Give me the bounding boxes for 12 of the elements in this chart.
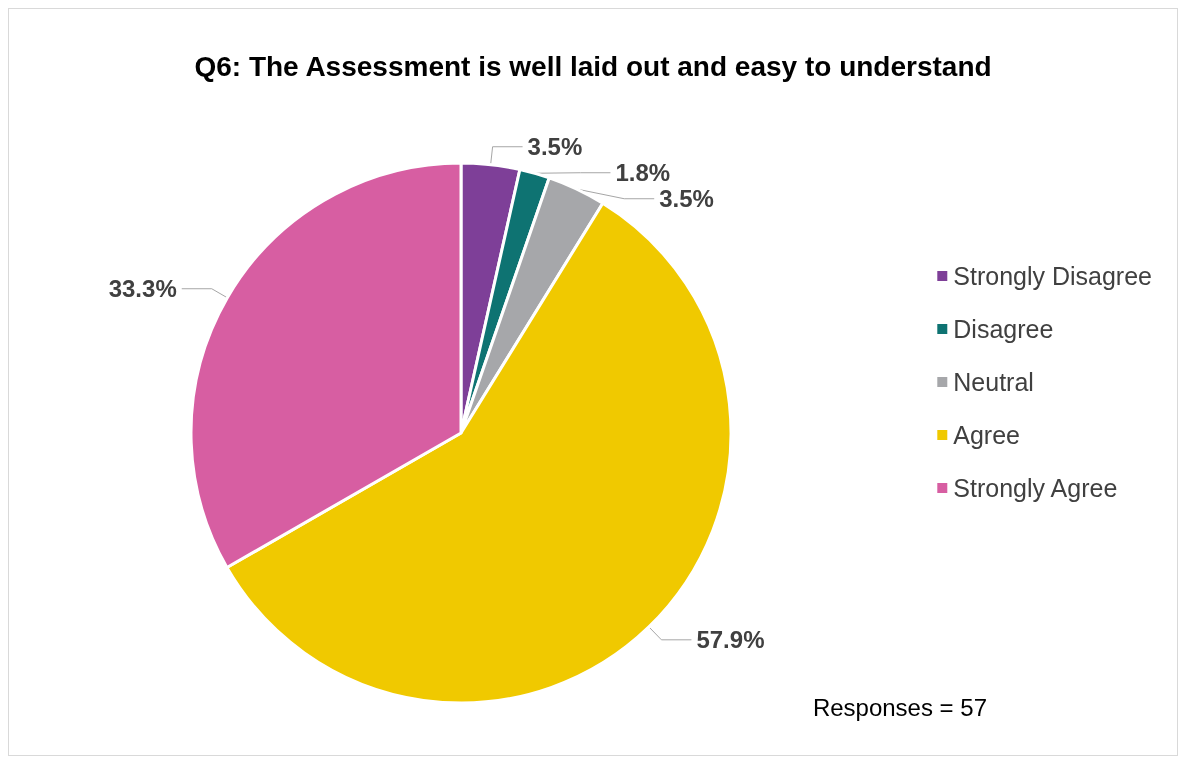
legend-label: Strongly Disagree [953, 262, 1153, 290]
data-label: 1.8% [615, 159, 671, 187]
data-label: 3.5% [527, 133, 583, 161]
legend-label: Neutral [953, 368, 1034, 396]
legend-label: Agree [953, 421, 1021, 449]
data-label: 3.5% [659, 185, 714, 213]
data-label: 33.3% [108, 275, 177, 303]
text: Responses = 57 [812, 693, 988, 721]
data-label: 57.9% [696, 626, 765, 654]
legend-label: Strongly Agree [953, 474, 1118, 502]
legend-label: Disagree [953, 315, 1054, 343]
chart-title: Q6: The Assessment is well laid out and easy to understand [194, 50, 992, 82]
